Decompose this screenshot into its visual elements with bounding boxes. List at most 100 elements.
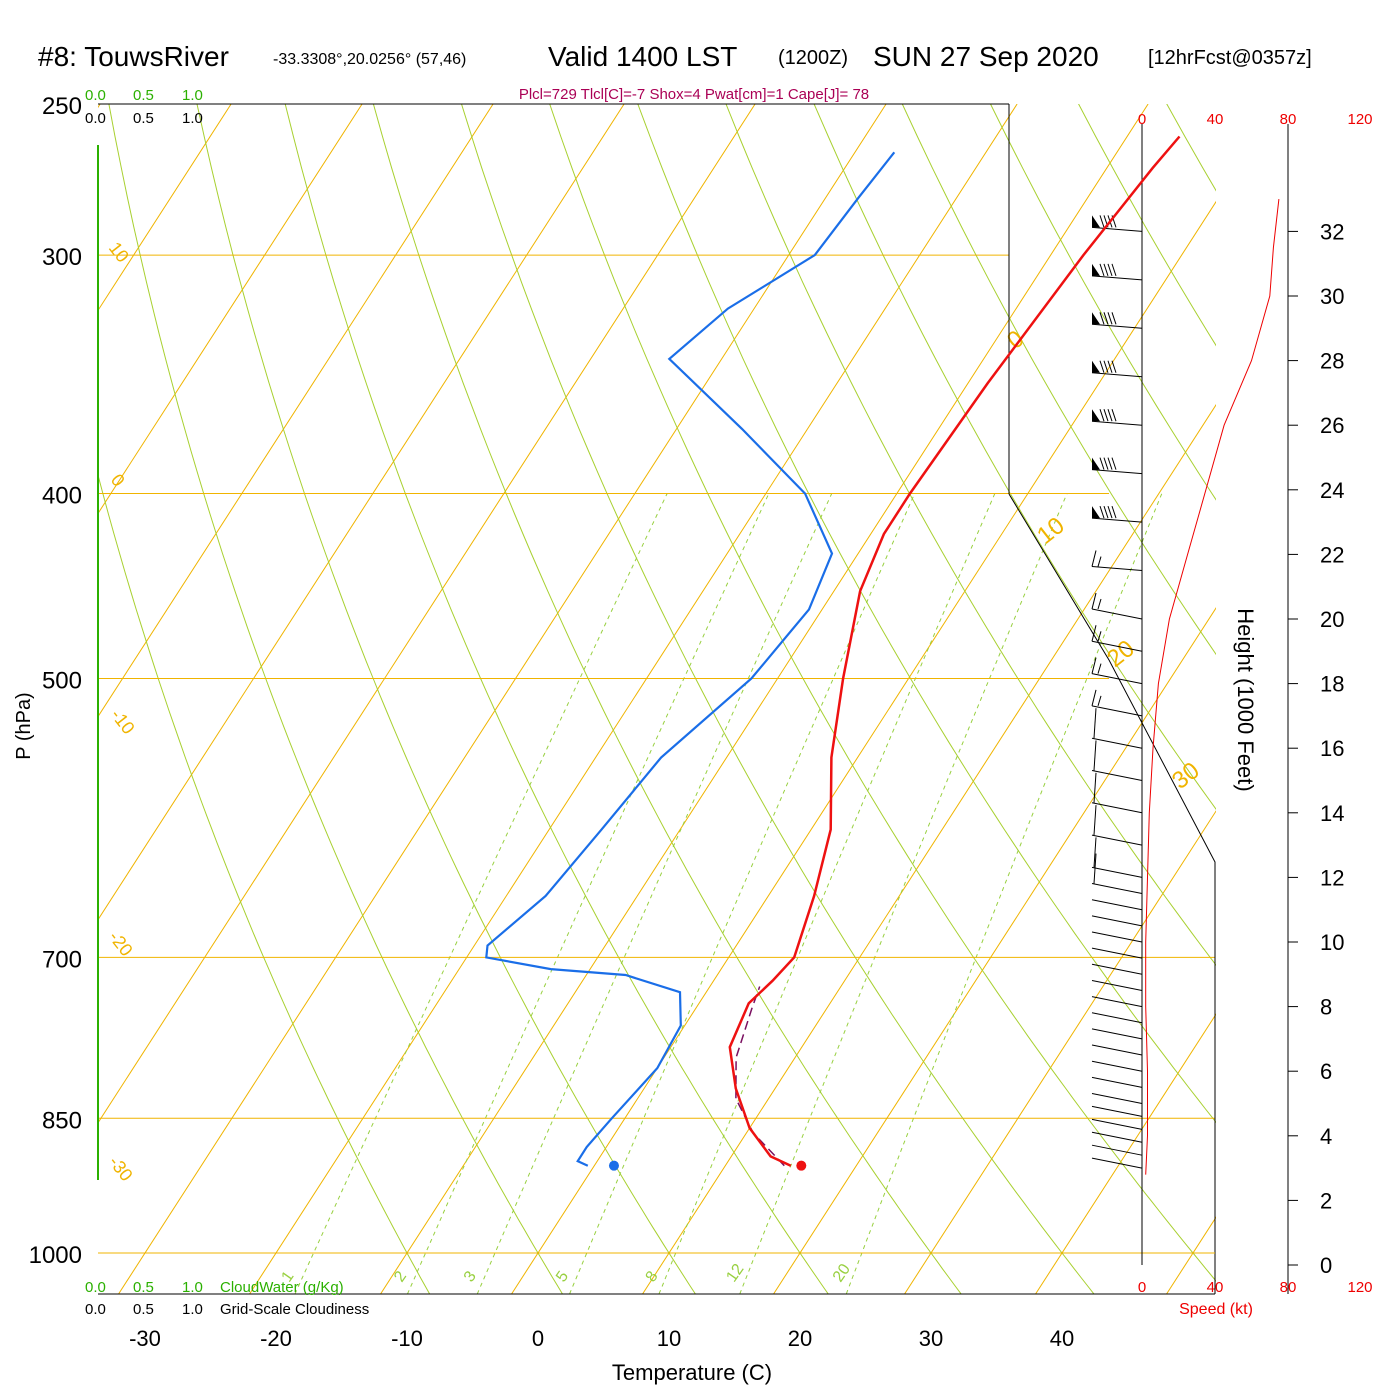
isotherm-line — [98, 104, 232, 312]
x-axis-title: Temperature (C) — [612, 1360, 772, 1385]
speed-bottom-120: 120 — [1347, 1279, 1372, 1296]
pressure-tick-label: 1000 — [29, 1242, 82, 1269]
mixing-ratio-line — [294, 493, 668, 1294]
speed-top-0: 0 — [1138, 111, 1146, 128]
temperature-tick-label: 30 — [919, 1326, 943, 1351]
mixing-ratio-line — [845, 493, 1163, 1294]
temperature-tick-label: -10 — [391, 1326, 423, 1351]
wind-barb — [1091, 899, 1143, 911]
isotherm-line — [98, 104, 625, 921]
height-tick-label: 12 — [1320, 865, 1344, 890]
wind-barb — [1091, 457, 1143, 475]
isobar-lines — [98, 103, 1215, 1254]
plot-frame — [97, 103, 1216, 1295]
pressure-tick-label: 500 — [42, 668, 82, 695]
isotherm-line — [1035, 1013, 1216, 1294]
isotherm-line — [1298, 104, 1400, 1294]
wind-barb — [1091, 1093, 1143, 1104]
speed-top-40: 40 — [1207, 111, 1224, 128]
dry-adiabat-line — [989, 104, 1216, 501]
isotherm-line — [98, 104, 756, 1124]
wind-barb — [1091, 931, 1143, 943]
speed-bottom-0: 0 — [1138, 1279, 1146, 1296]
pressure-tick-label: 700 — [42, 946, 82, 973]
cloud-scale-bottom-black-0: 0.0 — [85, 1301, 106, 1318]
pressure-tick-label: 400 — [42, 483, 82, 510]
isotherm-line — [642, 404, 1216, 1294]
dry-adiabat-line — [813, 104, 1216, 811]
dry-adiabat-line — [460, 104, 1095, 1294]
cloud-scale-top-green-1: 0.5 — [133, 87, 154, 104]
isotherm-line — [380, 104, 1149, 1294]
wind-barb — [1091, 1028, 1143, 1040]
dewpoint-profile — [485, 151, 896, 1167]
dry-adiabat-line — [1078, 104, 1216, 347]
isotherm-label: 0 — [1002, 325, 1029, 355]
speed-axis-label: Speed (kt) — [1179, 1301, 1253, 1318]
wind-barb — [1091, 772, 1143, 814]
wind-barb — [1091, 963, 1143, 975]
height-tick-label: 28 — [1320, 349, 1344, 374]
height-axis-label: Height (1000 Feet) — [1233, 608, 1258, 791]
wind-barb — [1091, 740, 1143, 781]
height-tick-label: 16 — [1320, 736, 1344, 761]
isotherm-label: 30 — [1167, 757, 1205, 795]
wind-barb — [1091, 1012, 1143, 1024]
height-tick-label: 22 — [1320, 542, 1344, 567]
wind-barb — [1091, 853, 1143, 895]
cloud-scale-bottom-green-0: 0.0 — [85, 1279, 106, 1296]
mixing-ratio-label: 8 — [643, 1268, 662, 1285]
dry-adiabat-line — [196, 104, 696, 1294]
surface-dewpoint-dot — [608, 1160, 619, 1171]
mixing-ratio-label: 20 — [830, 1261, 854, 1285]
isotherm-label: -10 — [107, 705, 139, 738]
wind-barb — [1091, 550, 1143, 572]
temperature-tick-label: 10 — [657, 1326, 681, 1351]
height-tick-label: 0 — [1320, 1253, 1332, 1278]
wind-barb — [1091, 979, 1143, 991]
wind-barb — [1091, 915, 1143, 927]
wind-barb — [1091, 409, 1143, 426]
cloudiness-label: Grid-Scale Cloudiness — [220, 1301, 369, 1318]
pressure-tick-label: 850 — [42, 1107, 82, 1134]
sounding-profiles — [485, 135, 1181, 1171]
surface-temperature-dot — [796, 1160, 807, 1171]
wind-barb — [1091, 1144, 1143, 1156]
wind-barb — [1091, 708, 1143, 749]
wind-barb — [1091, 1105, 1143, 1117]
dry-adiabat-line — [637, 104, 1216, 1124]
cloud-scale-top-black-2: 1.0 — [182, 110, 203, 127]
valid-utc: (1200Z) — [778, 47, 848, 69]
isotherm-line — [1166, 1216, 1216, 1294]
wind-barb — [1091, 1118, 1143, 1130]
dry-adiabat-line — [549, 104, 1216, 1282]
cloud-scale-top-green-2: 1.0 — [182, 87, 203, 104]
temperature-profile — [728, 135, 1181, 1167]
cloud-scale-bottom-black-1: 0.5 — [133, 1301, 154, 1318]
stability-indices: Plcl=729 Tlcl[C]=-7 Shox=4 Pwat[cm]=1 Ca… — [519, 86, 869, 103]
mixing-ratio-label: 12 — [723, 1261, 747, 1285]
wind-barb — [1091, 1044, 1143, 1056]
mixing-ratio-label: 2 — [391, 1268, 410, 1285]
dry-adiabat-line — [284, 104, 829, 1294]
isotherm-line — [904, 810, 1216, 1294]
height-tick-label: 10 — [1320, 930, 1344, 955]
isotherm-line — [98, 104, 494, 718]
mixing-ratio-line — [658, 493, 996, 1294]
wind-barb — [1091, 360, 1143, 378]
wind-speed-profile — [1145, 199, 1280, 1175]
height-tick-label: 6 — [1320, 1059, 1332, 1084]
temperature-tick-label: -30 — [129, 1326, 161, 1351]
wind-barb — [1091, 689, 1143, 717]
dry-adiabat-line — [901, 104, 1216, 656]
height-tick-label: 18 — [1320, 672, 1344, 697]
height-tick-label: 32 — [1320, 219, 1344, 244]
wind-barb — [1091, 215, 1143, 232]
temperature-tick-label: 40 — [1050, 1326, 1074, 1351]
cloud-scale-bottom-black-2: 1.0 — [182, 1301, 203, 1318]
isotherm-label: -30 — [105, 1152, 137, 1185]
wind-barb — [1091, 505, 1143, 523]
height-tick-label: 2 — [1320, 1188, 1332, 1213]
